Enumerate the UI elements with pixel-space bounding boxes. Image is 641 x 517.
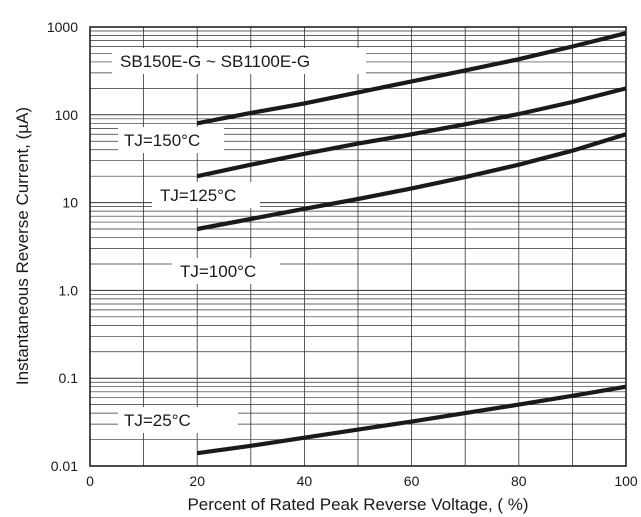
annotation-tj25-text: TJ=25°C (124, 411, 191, 430)
x-tick-label: 40 (297, 473, 313, 489)
annotation-bg (112, 48, 366, 74)
annotation-tj100: TJ=100°C (172, 258, 280, 284)
y-tick-label: 0.1 (59, 370, 79, 386)
x-tick-labels: 0 20 40 60 80 100 (86, 473, 638, 489)
annotation-device-range: SB150E-G ~ SB1100E-G (112, 48, 366, 74)
annotation-tj100-text: TJ=100°C (180, 262, 256, 281)
annotation-bg (118, 407, 238, 433)
annotation-tj150: TJ=150°C (118, 127, 224, 153)
x-tick-label: 20 (189, 473, 205, 489)
y-tick-label: 10 (62, 195, 78, 211)
annotations: SB150E-G ~ SB1100E-G TJ=150°C TJ=125°C T… (112, 48, 366, 433)
y-tick-label: 1000 (47, 19, 78, 35)
annotation-bg (172, 258, 280, 284)
series-curve-2 (196, 86, 627, 179)
x-axis-label: Percent of Rated Peak Reverse Voltage, (… (187, 495, 528, 514)
annotation-tj125-text: TJ=125°C (160, 186, 236, 205)
series-curves (196, 31, 627, 456)
x-tick-label: 80 (511, 473, 527, 489)
annotation-tj25: TJ=25°C (118, 407, 238, 433)
y-tick-label: 100 (55, 107, 79, 123)
plot-frame (89, 26, 627, 467)
x-tick-label: 60 (404, 473, 420, 489)
annotation-bg (152, 182, 260, 208)
y-axis-label: Instantaneous Reverse Current, (µA) (13, 107, 32, 385)
x-tick-label: 0 (86, 473, 94, 489)
annotation-device-range-text: SB150E-G ~ SB1100E-G (120, 52, 310, 71)
series-curve-3 (196, 132, 627, 232)
series-curve-4 (196, 384, 627, 456)
annotation-bg (118, 127, 224, 153)
y-tick-label: 1.0 (59, 282, 79, 298)
x-tick-label: 100 (614, 473, 638, 489)
annotation-tj150-text: TJ=150°C (124, 131, 200, 150)
series-curve-1 (196, 31, 627, 126)
y-tick-label: 0.01 (51, 458, 78, 474)
y-tick-labels: 0.01 0.1 1.0 10 100 1000 (47, 19, 78, 474)
annotation-tj125: TJ=125°C (152, 182, 260, 208)
